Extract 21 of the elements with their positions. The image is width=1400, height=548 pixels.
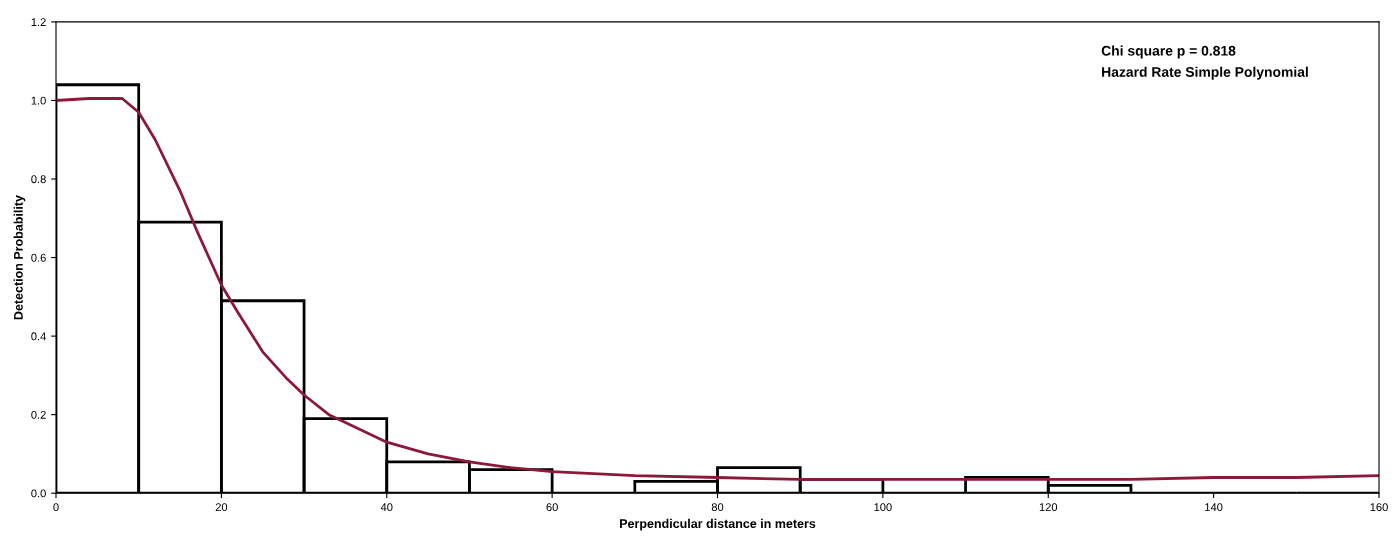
x-tick-label: 40	[380, 503, 393, 512]
y-tick-label: 1.2	[31, 18, 46, 26]
y-tick-label: 1.0	[31, 96, 46, 105]
annotation: Chi square p = 0.818	[1101, 45, 1236, 59]
x-tick-label: 100	[874, 503, 892, 512]
line-series	[56, 97, 1379, 481]
x-tick-label: 0	[53, 503, 59, 512]
y-tick-label: 0.4	[31, 332, 46, 341]
y-tick-label: 0.6	[31, 253, 46, 262]
x-tick-label: 60	[546, 503, 558, 512]
y-tick-label: 0.2	[31, 410, 46, 419]
x-tick-label: 20	[215, 503, 228, 512]
x-tick-label: 80	[711, 503, 724, 512]
y-axis-title: Detection Probability	[13, 195, 26, 320]
x-tick-label: 120	[1039, 503, 1058, 512]
x-axis-title: Perpendicular distance in meters	[620, 518, 816, 531]
x-tick-label: 160	[1370, 503, 1388, 512]
annotation: Hazard Rate Simple Polynomial	[1102, 66, 1308, 80]
x-tick-label: 140	[1205, 503, 1223, 512]
y-tick-label: 0.0	[31, 489, 46, 498]
y-tick-label: 0.8	[31, 175, 46, 184]
